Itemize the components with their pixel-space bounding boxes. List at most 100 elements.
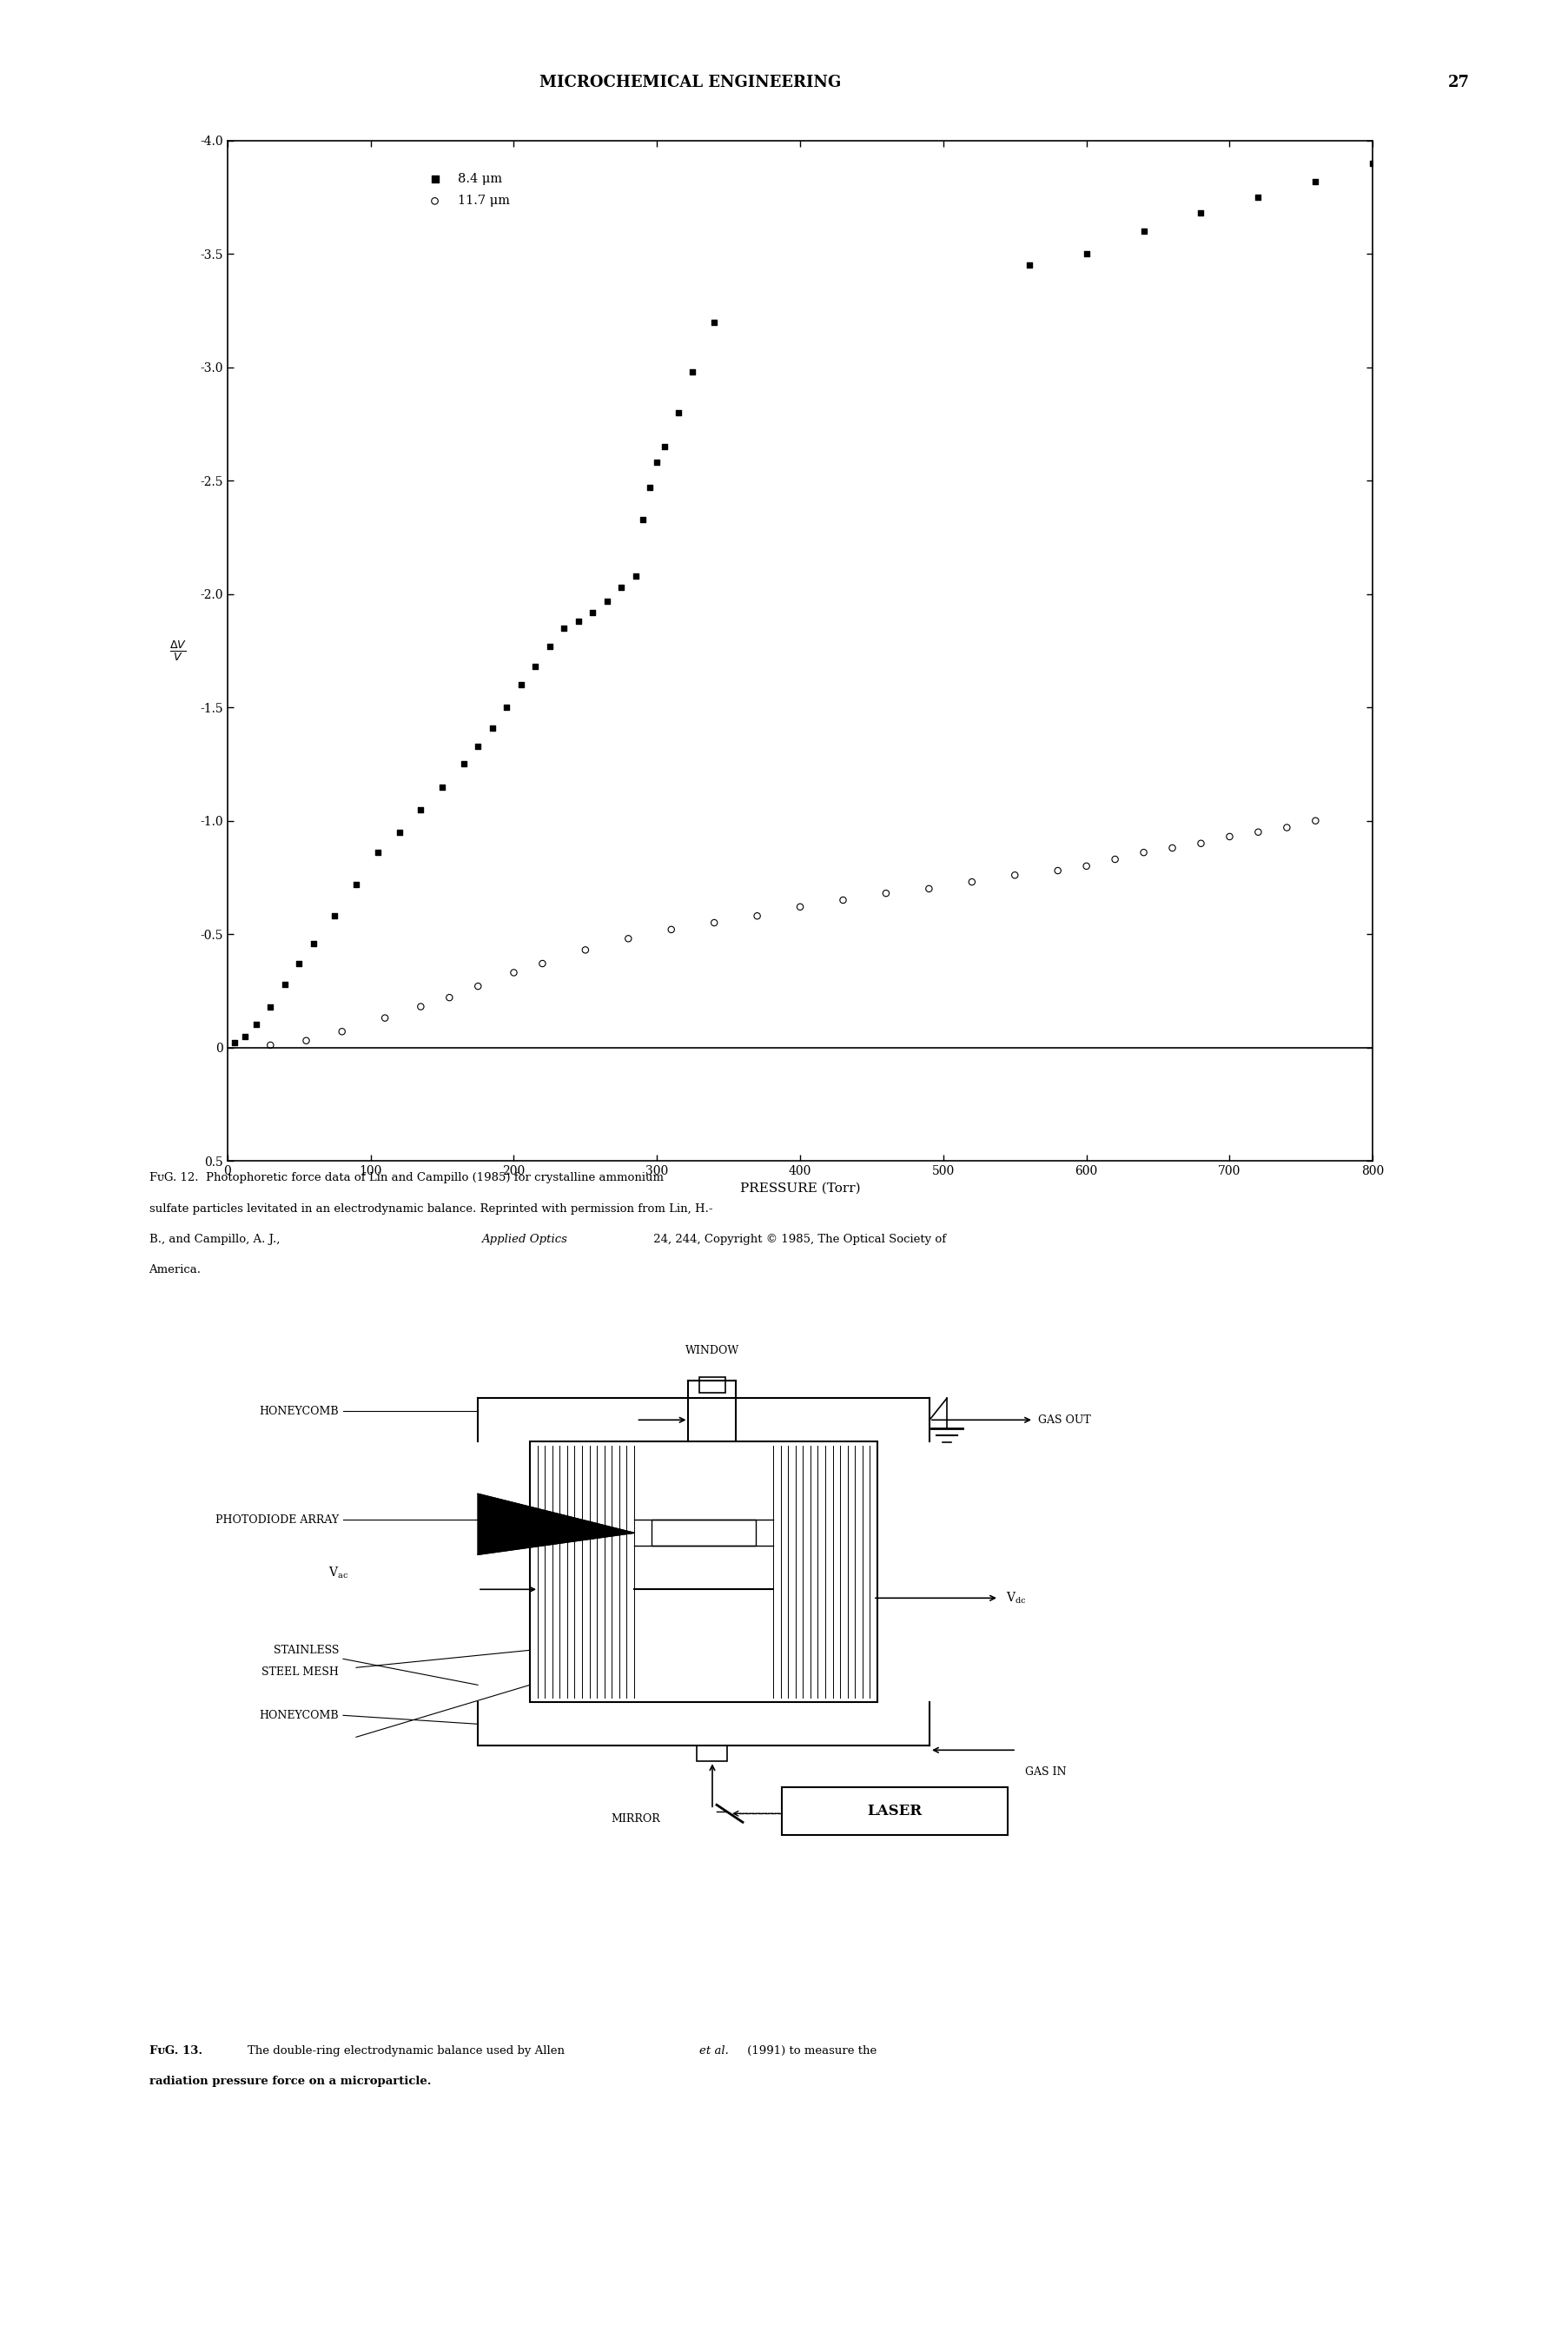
Point [572,931,597,968]
Text: sulfate particles levitated in an electrodynamic balance. Reprinted with permiss: sulfate particles levitated in an electr… [149,1203,712,1215]
Point [452,746,477,783]
Point [637,469,662,507]
Point [873,875,898,912]
Point [701,303,726,340]
Point [594,582,619,619]
Point [659,910,684,947]
Bar [651,1520,756,1545]
Point [1159,830,1184,868]
Text: GAS IN: GAS IN [1024,1766,1066,1778]
Point [644,443,670,481]
Point [916,870,941,908]
Point [466,727,491,764]
Point [1044,851,1069,889]
Text: MICROCHEMICAL ENGINEERING: MICROCHEMICAL ENGINEERING [539,75,840,91]
Point [1074,847,1099,884]
Text: STEEL MESH: STEEL MESH [262,1667,339,1677]
Point [651,429,676,467]
Point [1301,802,1327,840]
Point [329,1013,354,1051]
Point [1102,840,1127,877]
Text: (1991) to measure the: (1991) to measure the [743,2045,877,2057]
Point [365,835,390,872]
Text: MIRROR: MIRROR [610,1813,660,1824]
Text: V$_{\mathregular{ac}}$: V$_{\mathregular{ac}}$ [329,1566,348,1581]
Point [386,814,411,851]
Point [502,954,527,992]
Point [1245,814,1270,851]
Point [530,945,555,983]
Point [408,790,433,828]
Bar [699,1377,724,1393]
Point [522,647,547,685]
Point [257,987,282,1025]
Point [430,769,455,807]
Text: radiation pressure force on a microparticle.: radiation pressure force on a microparti… [149,2075,431,2087]
Point [494,689,519,727]
Point [408,987,433,1025]
Text: Applied Optics: Applied Optics [481,1233,568,1245]
Point [301,924,326,961]
Text: et al.: et al. [699,2045,729,2057]
Text: PHOTODIODE ARRAY: PHOTODIODE ARRAY [215,1515,339,1527]
Text: HONEYCOMB: HONEYCOMB [259,1710,339,1721]
Point [466,968,491,1006]
Legend: 8.4 μm, 11.7 μm: 8.4 μm, 11.7 μm [417,166,514,211]
Point [580,593,605,631]
Polygon shape [478,1494,633,1555]
Point [1189,195,1214,232]
Point [287,945,312,983]
Point [630,499,655,537]
Point [1131,213,1156,251]
Point [343,865,368,903]
Point [787,889,812,926]
Point [960,863,985,900]
Text: B., and Campillo, A. J.,: B., and Campillo, A. J., [149,1233,284,1245]
Point [1359,145,1385,183]
Point [232,1018,257,1055]
Point [550,610,575,647]
Point [701,903,726,940]
Point [608,567,633,605]
Text: America.: America. [149,1264,201,1276]
Text: 27: 27 [1447,75,1469,91]
Point [1301,162,1327,199]
Point [1002,856,1027,893]
Point [480,708,505,746]
X-axis label: PRESSURE (Torr): PRESSURE (Torr) [740,1182,859,1194]
Point [1217,818,1242,856]
Point [622,558,648,596]
Point [508,666,533,704]
Point [273,966,298,1004]
Bar [696,1745,728,1761]
Point [615,919,641,957]
Text: V$_{\mathregular{dc}}$: V$_{\mathregular{dc}}$ [1005,1590,1025,1606]
Point [681,354,706,392]
Text: WINDOW: WINDOW [685,1346,739,1355]
Point [223,1025,248,1062]
Point [829,882,855,919]
Text: 24, 244, Copyright © 1985, The Optical Society of: 24, 244, Copyright © 1985, The Optical S… [649,1233,946,1245]
Point [1273,809,1298,847]
Point [745,898,770,936]
Text: The double-ring electrodynamic balance used by Allen: The double-ring electrodynamic balance u… [248,2045,568,2057]
Point [436,978,461,1015]
Text: GAS OUT: GAS OUT [1038,1414,1090,1426]
Text: LASER: LASER [867,1803,922,1820]
Text: STAINLESS: STAINLESS [273,1644,339,1656]
Point [243,1006,268,1044]
Bar [781,1787,1007,1836]
Point [1189,825,1214,863]
Point [665,394,690,431]
Point [372,999,397,1036]
Text: FᴜG. 13.: FᴜG. 13. [149,2045,210,2057]
Y-axis label: $\frac{\Delta V}{V}$: $\frac{\Delta V}{V}$ [169,638,187,664]
Point [1074,235,1099,272]
Bar [530,1442,877,1702]
Point [536,628,561,666]
Text: HONEYCOMB: HONEYCOMB [259,1405,339,1416]
Text: FᴜG. 12.  Photophoretic force data of Lin and Campillo (1985) for crystalline am: FᴜG. 12. Photophoretic force data of Lin… [149,1172,663,1184]
Point [293,1022,318,1060]
Point [257,1027,282,1065]
Point [1245,178,1270,216]
